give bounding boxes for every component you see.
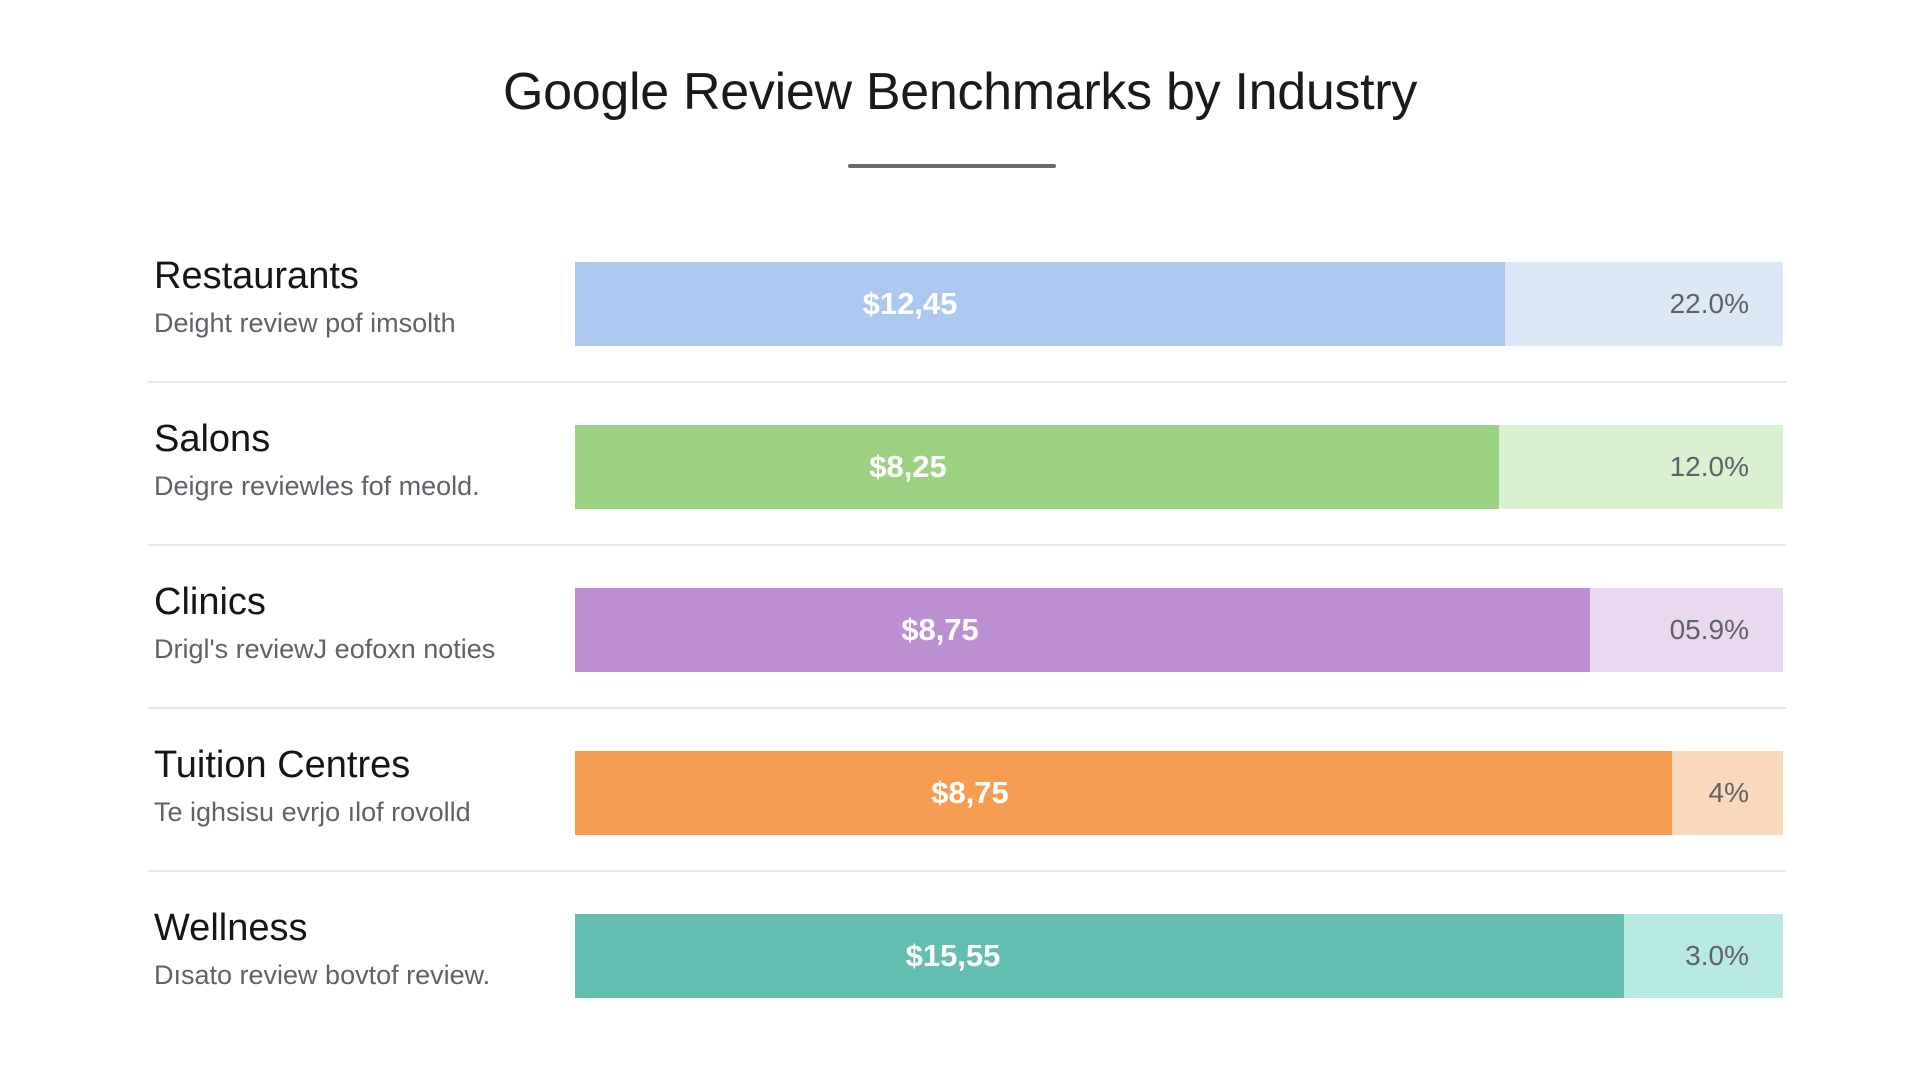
bar-track: $8,75 4%: [575, 751, 1783, 835]
row-label: Clinics Drigl's reviewJ eofoxn noties: [154, 581, 574, 665]
bar: [575, 914, 1624, 998]
category-description: Deigre reviewles fof meold.: [154, 470, 480, 501]
bar-row: Wellness Dısato review bovtof review. $15,…: [148, 872, 1786, 1035]
category-label: Restaurants: [154, 255, 359, 297]
bar-track: $15,55 3.0%: [575, 914, 1783, 998]
bar-row: Restaurants Deight review pof imsolth $12,…: [148, 220, 1786, 383]
bar-value-label: $8,75: [931, 775, 1009, 810]
category-description: Dısato review bovtof review.: [154, 959, 491, 990]
percent-label: 3.0%: [1685, 940, 1749, 971]
category-description: Drigl's reviewJ eofoxn noties: [154, 633, 496, 664]
bar-row: Clinics Drigl's reviewJ eofoxn noties $8,7…: [148, 546, 1786, 709]
bar-value-label: $8,25: [869, 449, 947, 484]
bar: [575, 425, 1499, 509]
row-label: Wellness Dısato review bovtof review.: [154, 907, 574, 991]
bar: [575, 588, 1590, 672]
category-label: Tuition Centres: [154, 744, 411, 786]
percent-label: 22.0%: [1669, 288, 1749, 319]
bar-value-label: $15,55: [905, 938, 1001, 973]
bar-value-label: $8,75: [901, 612, 979, 647]
category-label: Wellness: [154, 907, 308, 949]
bar-value-label: $12,45: [862, 286, 958, 321]
bar: [575, 262, 1505, 346]
row-divider: [148, 870, 1786, 872]
category-label: Salons: [154, 418, 271, 460]
row-divider: [148, 707, 1786, 709]
row-label: Tuition Centres Te ighsisu evrjo ılof rov…: [154, 744, 574, 828]
bar-row: Salons Deigre reviewles fof meold. $8,25 12…: [148, 383, 1786, 546]
row-label: Restaurants Deight review pof imsolth: [154, 255, 574, 339]
bar-track: $12,45 22.0%: [575, 262, 1783, 346]
percent-label: 4%: [1708, 777, 1749, 808]
percent-label: 12.0%: [1669, 451, 1749, 482]
chart-title: Google Review Benchmarks by Industry: [502, 63, 1418, 121]
title-underline: [848, 164, 1056, 168]
row-divider: [148, 381, 1786, 383]
bar-track: $8,25 12.0%: [575, 425, 1783, 509]
row-label: Salons Deigre reviewles fof meold.: [154, 418, 574, 502]
bar-track: $8,75 05.9%: [575, 588, 1783, 672]
category-label: Clinics: [154, 581, 266, 623]
category-description: Deight review pof imsolth: [154, 307, 456, 338]
category-description: Te ighsisu evrjo ılof rovolld: [154, 796, 471, 827]
row-divider: [148, 544, 1786, 546]
bar-rows: Restaurants Deight review pof imsolth $12,…: [148, 220, 1786, 1035]
percent-label: 05.9%: [1669, 614, 1749, 645]
bar: [575, 751, 1672, 835]
bar-row: Tuition Centres Te ighsisu evrjo ılof rov…: [148, 709, 1786, 872]
